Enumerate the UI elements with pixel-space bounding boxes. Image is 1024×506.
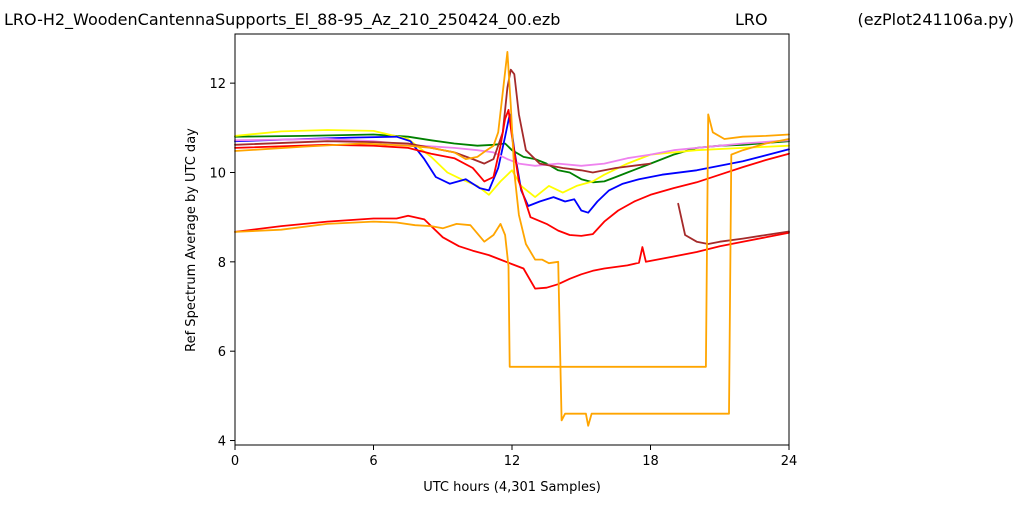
x-tick-label: 12 xyxy=(504,454,521,469)
y-tick-label: 10 xyxy=(209,166,226,181)
y-tick-label: 12 xyxy=(209,77,226,92)
chart-title-script: (ezPlot241106a.py) xyxy=(858,10,1014,29)
x-tick-label: 6 xyxy=(369,454,377,469)
series-line-6 xyxy=(234,109,790,237)
y-tick-label: 4 xyxy=(218,435,226,450)
y-tick-label: 6 xyxy=(218,345,226,360)
series-line-4 xyxy=(234,68,652,174)
x-tick-label: 0 xyxy=(231,454,239,469)
chart-title-filename: LRO-H2_WoodenCantennaSupports_El_88-95_A… xyxy=(4,10,560,30)
y-axis: 4 6 8 10 12 xyxy=(209,77,235,450)
plot-area xyxy=(234,51,790,427)
y-tick-label: 8 xyxy=(218,256,226,271)
y-axis-label: Ref Spectrum Average by UTC day xyxy=(184,128,199,352)
series-line-5 xyxy=(677,202,790,245)
x-tick-label: 24 xyxy=(781,454,798,469)
series-line-8 xyxy=(234,113,790,368)
series-line-9 xyxy=(234,51,790,427)
x-axis-label: UTC hours (4,301 Samples) xyxy=(423,480,601,495)
x-tick-label: 18 xyxy=(642,454,659,469)
plot-frame xyxy=(234,33,790,446)
x-axis: 0 6 12 18 24 xyxy=(231,445,797,469)
series-line-7 xyxy=(234,214,790,290)
chart-title-site: LRO xyxy=(735,10,768,29)
